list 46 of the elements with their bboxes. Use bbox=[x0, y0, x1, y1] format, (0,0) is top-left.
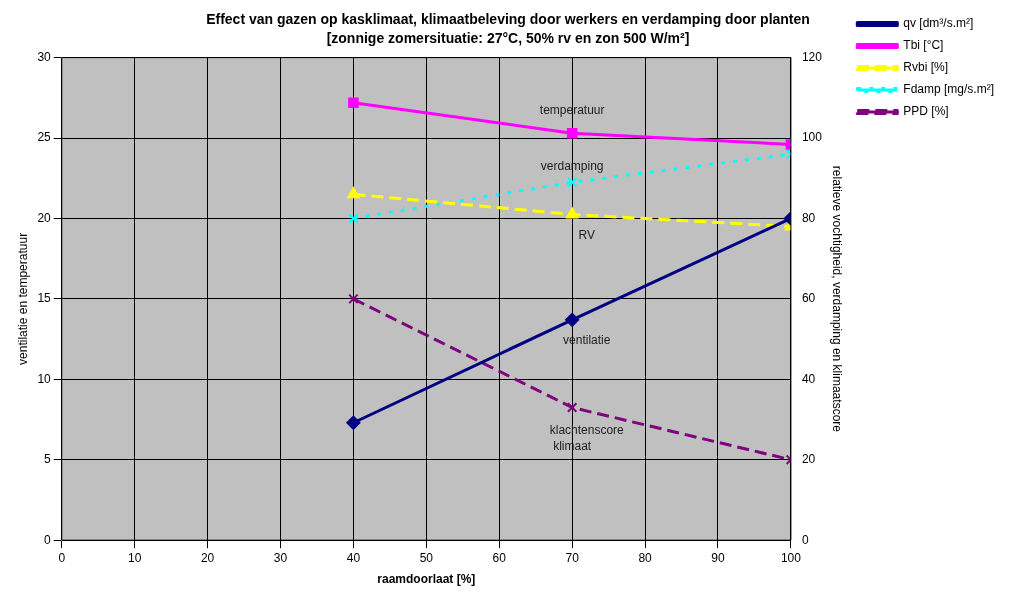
point bbox=[348, 293, 359, 305]
chart-title: Effect van gazen op kasklimaat, klimaatbeleving door werkers en verdamping door planten bbox=[206, 11, 810, 28]
point bbox=[566, 127, 578, 139]
legend-label: Tbi [°C] bbox=[903, 38, 944, 53]
annotation: RV bbox=[578, 228, 595, 243]
point bbox=[348, 97, 359, 108]
point bbox=[566, 402, 578, 413]
point bbox=[346, 415, 361, 430]
y2-tick-label: 100 bbox=[801, 130, 823, 145]
point bbox=[566, 177, 578, 188]
x-tick-label: 70 bbox=[565, 550, 580, 565]
y2-tick-label: 0 bbox=[801, 532, 809, 547]
y-axis-title: ventilatie en temperatuur bbox=[15, 232, 30, 365]
chart-subtitle: [zonnige zomersituatie: 27°C, 50% rv en zon 500 W/m²] bbox=[326, 30, 690, 47]
legend-label: Rvbi [%] bbox=[903, 60, 949, 75]
y2-tick-label: 60 bbox=[801, 291, 816, 306]
legend-label: Fdamp [mg/s.m²] bbox=[903, 82, 995, 97]
legend-label: qv [dm³/s.m²] bbox=[903, 16, 974, 31]
x-tick-label: 80 bbox=[638, 550, 653, 565]
x-tick-label: 100 bbox=[780, 550, 802, 565]
y2-tick-label: 20 bbox=[801, 452, 816, 467]
y-tick-label: 0 bbox=[44, 532, 52, 547]
x-tick-label: 20 bbox=[200, 550, 215, 565]
y-tick-label: 15 bbox=[37, 291, 52, 306]
y-tick-label: 5 bbox=[44, 452, 52, 467]
point bbox=[565, 312, 580, 327]
y-tick-label: 10 bbox=[37, 371, 52, 386]
y2-axis-title: relatieve vochtigheid, verdamping en klimaatscore bbox=[829, 165, 844, 433]
y-tick-label: 25 bbox=[37, 130, 52, 145]
legend-label: PPD [%] bbox=[903, 104, 949, 119]
x-tick-label: 10 bbox=[127, 550, 142, 565]
x-tick-label: 60 bbox=[492, 550, 507, 565]
y-tick-label: 30 bbox=[37, 49, 52, 64]
x-tick-label: 30 bbox=[273, 550, 288, 565]
point bbox=[347, 187, 360, 199]
y2-tick-label: 120 bbox=[801, 49, 823, 64]
y-tick-label: 20 bbox=[37, 210, 52, 225]
x-tick-label: 50 bbox=[419, 550, 434, 565]
point bbox=[565, 207, 579, 219]
y2-tick-label: 40 bbox=[801, 371, 816, 386]
x-tick-label: 40 bbox=[346, 550, 361, 565]
point bbox=[348, 213, 359, 224]
y2-tick-label: 80 bbox=[801, 210, 816, 225]
x-tick-label: 90 bbox=[711, 550, 725, 565]
x-axis-title: raamdoorlaat [%] bbox=[377, 572, 476, 587]
x-tick-label: 0 bbox=[58, 550, 66, 565]
